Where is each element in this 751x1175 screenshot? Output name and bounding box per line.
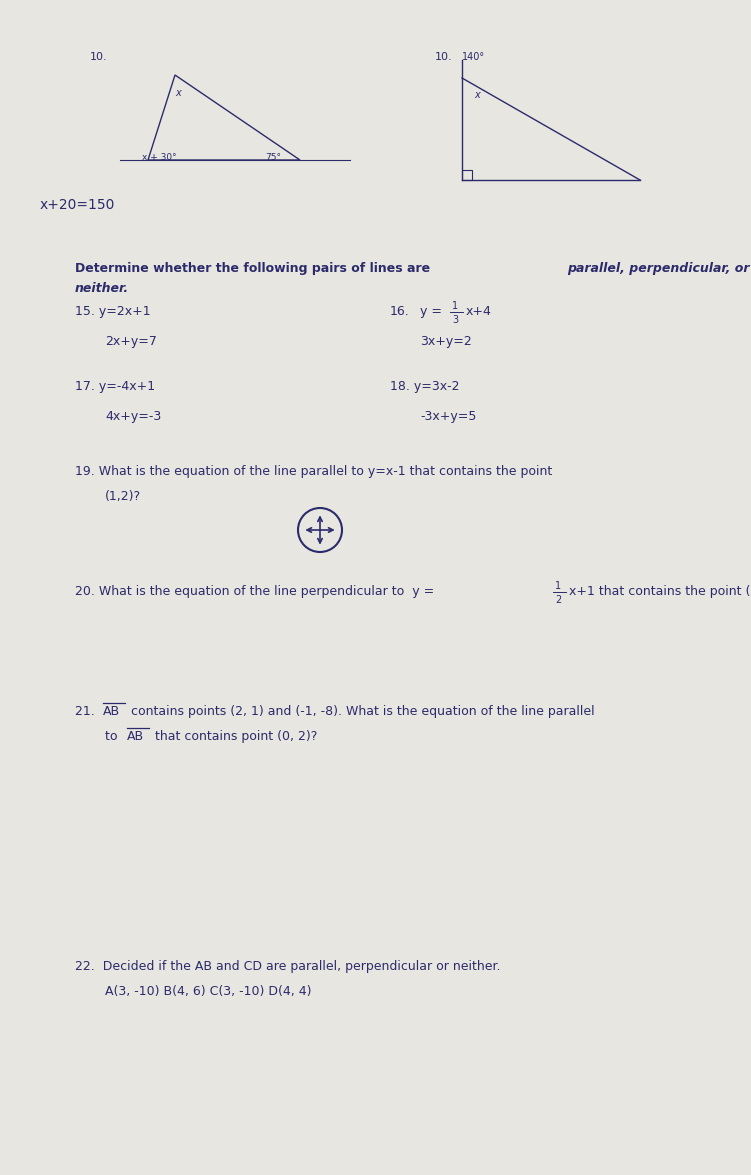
- Text: 19. What is the equation of the line parallel to y=x-1 that contains the point: 19. What is the equation of the line par…: [75, 465, 552, 478]
- Text: Determine whether the following pairs of lines are: Determine whether the following pairs of…: [75, 262, 435, 275]
- Text: 17. y=-4x+1: 17. y=-4x+1: [75, 380, 155, 392]
- Text: 18. y=3x-2: 18. y=3x-2: [390, 380, 460, 392]
- Text: neither.: neither.: [75, 282, 129, 295]
- Text: AB: AB: [103, 705, 120, 718]
- Text: x: x: [474, 90, 480, 100]
- Text: 15. y=2x+1: 15. y=2x+1: [75, 306, 151, 318]
- Text: that contains point (0, 2)?: that contains point (0, 2)?: [151, 730, 318, 743]
- Text: 2: 2: [555, 595, 561, 605]
- Text: 140°: 140°: [462, 52, 485, 62]
- Text: -3x+y=5: -3x+y=5: [420, 410, 476, 423]
- Text: y =: y =: [420, 306, 442, 318]
- Text: 21.: 21.: [75, 705, 98, 718]
- Text: A(3, -10) B(4, 6) C(3, -10) D(4, 4): A(3, -10) B(4, 6) C(3, -10) D(4, 4): [105, 985, 312, 998]
- Text: 3: 3: [452, 315, 458, 325]
- Text: 10.: 10.: [90, 52, 107, 62]
- Text: (1,2)?: (1,2)?: [105, 490, 141, 503]
- Text: contains points (2, 1) and (-1, -8). What is the equation of the line parallel: contains points (2, 1) and (-1, -8). Wha…: [127, 705, 595, 718]
- Text: 75°: 75°: [265, 153, 281, 162]
- Text: 4x+y=-3: 4x+y=-3: [105, 410, 161, 423]
- Text: x + 30°: x + 30°: [142, 153, 176, 162]
- Text: AB: AB: [127, 730, 144, 743]
- Text: 1: 1: [452, 301, 458, 311]
- Text: 22.  Decided if the AB and CD are parallel, perpendicular or neither.: 22. Decided if the AB and CD are paralle…: [75, 960, 500, 973]
- Text: x+4: x+4: [466, 306, 492, 318]
- Text: x+20=150: x+20=150: [40, 199, 116, 212]
- Text: 2x+y=7: 2x+y=7: [105, 335, 157, 348]
- Text: 10.: 10.: [435, 52, 453, 62]
- Text: 20. What is the equation of the line perpendicular to  y =: 20. What is the equation of the line per…: [75, 585, 434, 598]
- Text: parallel, perpendicular, or: parallel, perpendicular, or: [567, 262, 749, 275]
- Text: to: to: [105, 730, 122, 743]
- Text: 3x+y=2: 3x+y=2: [420, 335, 472, 348]
- Text: x: x: [175, 88, 181, 98]
- Text: 1: 1: [555, 580, 561, 591]
- Text: x+1 that contains the point (-2,1)?: x+1 that contains the point (-2,1)?: [569, 585, 751, 598]
- Text: 16.: 16.: [390, 306, 410, 318]
